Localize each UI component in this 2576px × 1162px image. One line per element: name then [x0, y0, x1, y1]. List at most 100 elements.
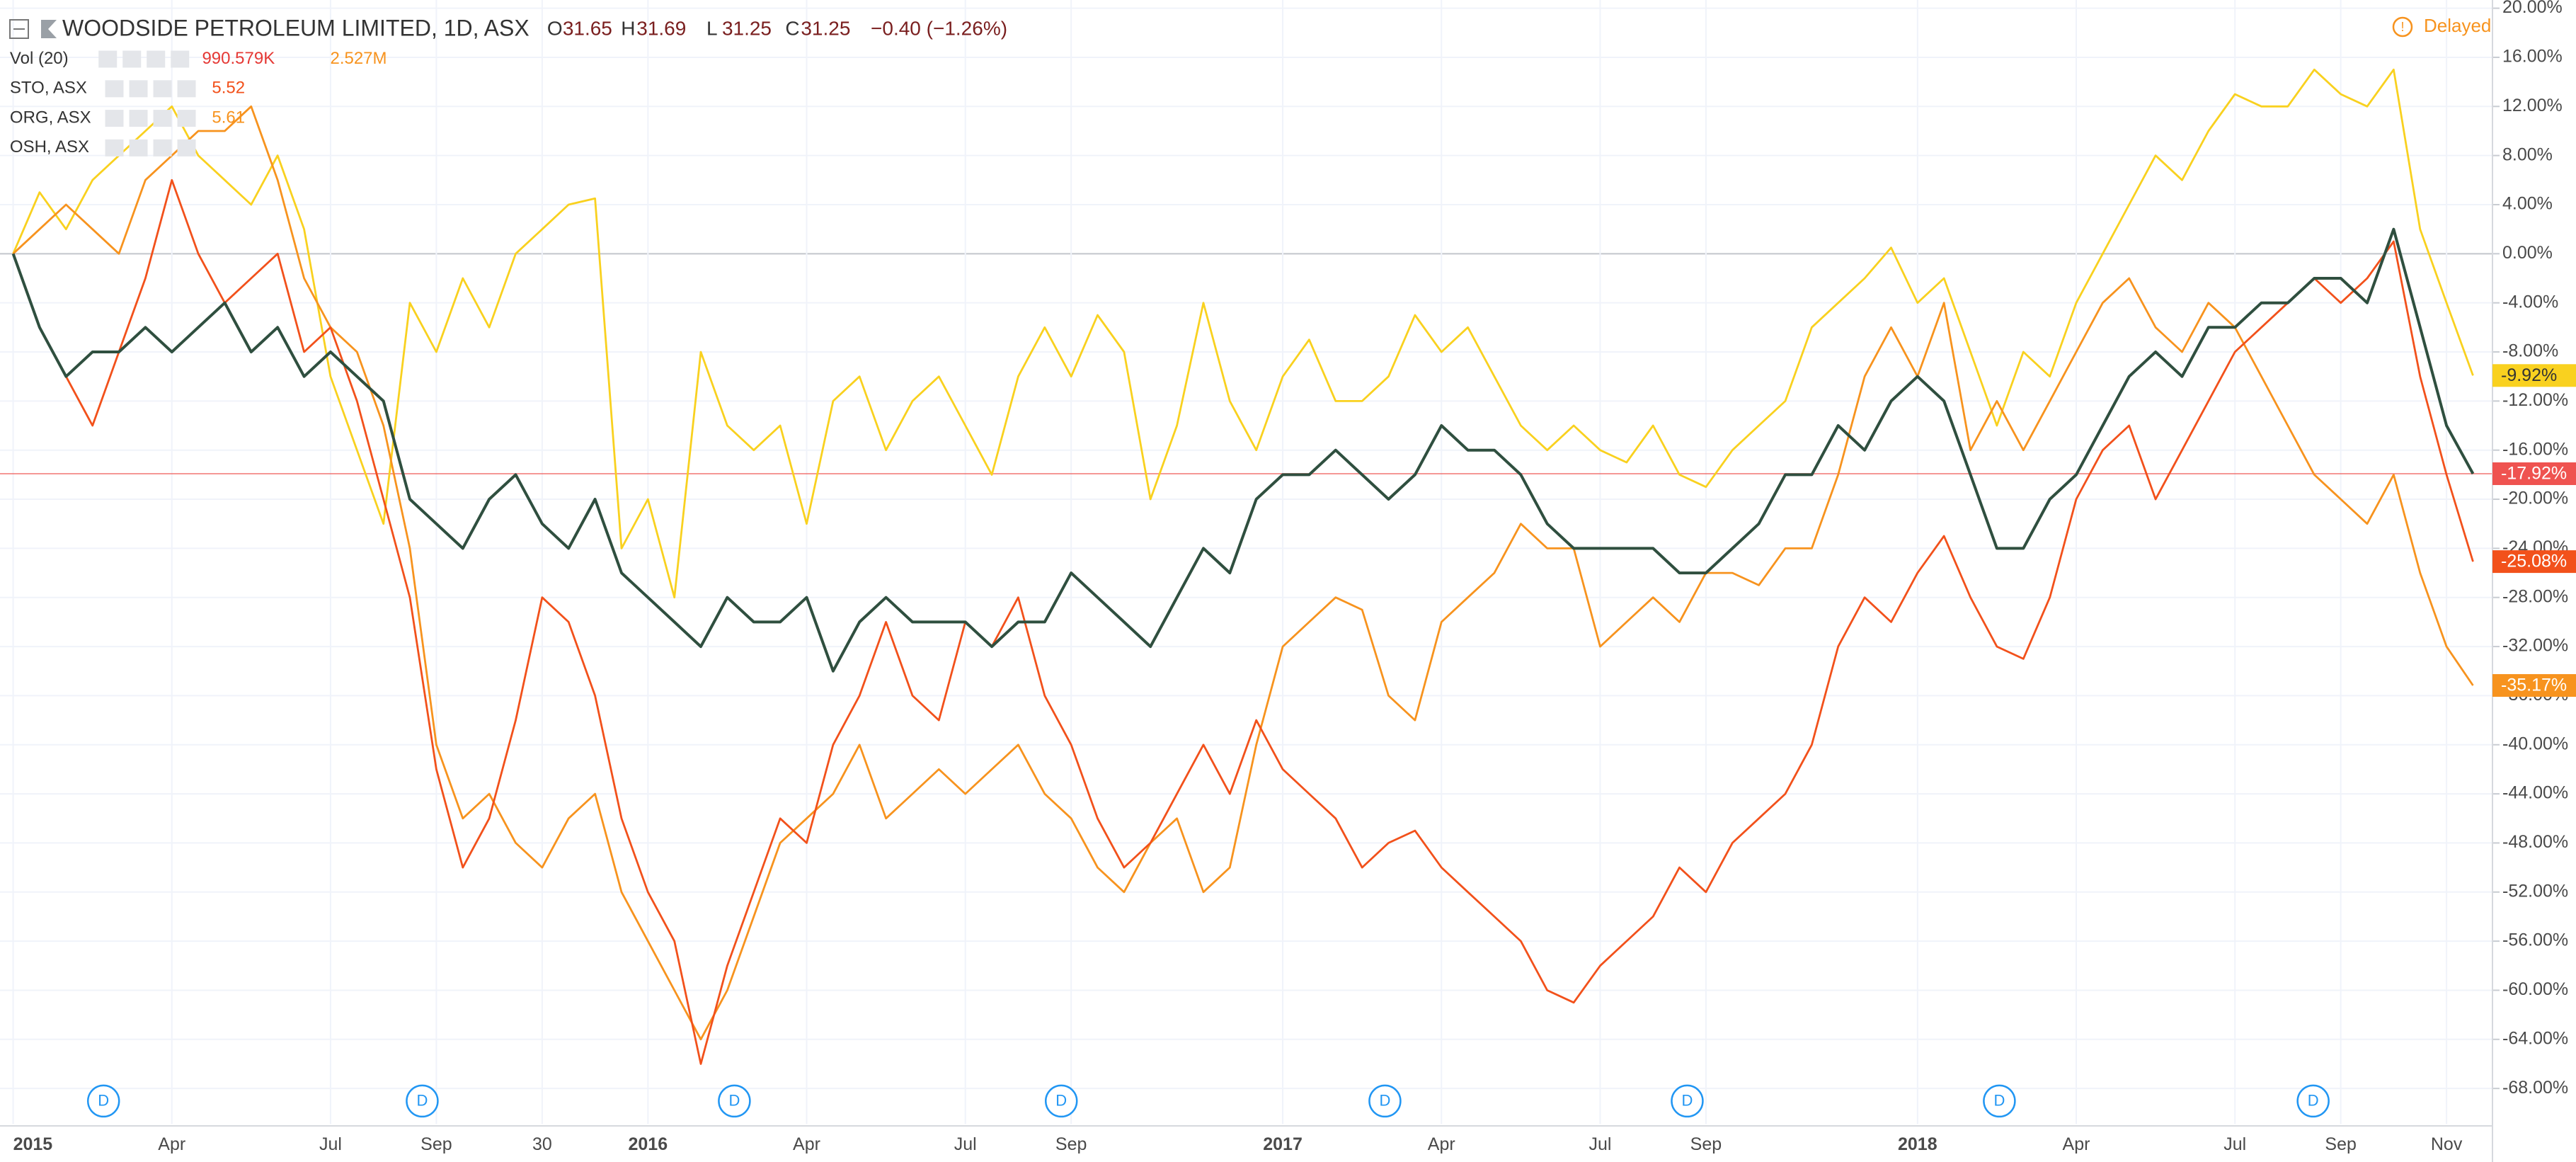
dividend-marker-label: D [416, 1092, 428, 1110]
series-line [12, 68, 2474, 599]
ohlc-key: L [706, 17, 718, 39]
grid [0, 0, 2500, 1124]
x-tick-label: 2018 [1898, 1134, 1937, 1154]
x-tick-label: Apr [1428, 1134, 1455, 1154]
x-tick-label: Jul [1588, 1134, 1611, 1154]
y-tick-label: -20.00% [2502, 489, 2568, 508]
legend-value: 5.52 [212, 79, 245, 98]
last-value-label: -9.92% [2501, 365, 2557, 385]
y-tick-label: -12.00% [2502, 390, 2568, 410]
y-tick-label: 0.00% [2502, 243, 2553, 263]
collapse-button[interactable] [9, 19, 29, 39]
legend-name: ORG, ASX [10, 108, 91, 127]
y-tick-label: -68.00% [2502, 1078, 2568, 1098]
x-tick-label: Jul [319, 1134, 342, 1154]
y-tick-label: -8.00% [2502, 341, 2558, 361]
x-tick-label: Sep [420, 1134, 452, 1154]
legend-button[interactable] [105, 80, 124, 98]
dividend-marker [2296, 1084, 2330, 1118]
y-tick-label: -56.00% [2502, 930, 2568, 950]
legend-button[interactable] [171, 50, 190, 68]
ohlc-value: 31.25 [801, 17, 850, 39]
legend-button[interactable] [153, 110, 172, 127]
flag-icon [41, 20, 57, 38]
last-value-box [2492, 550, 2576, 574]
ohlc-value: 31.65 [563, 17, 612, 39]
x-tick-label: Nov [2431, 1134, 2463, 1154]
x-tick-label: Jul [2223, 1134, 2246, 1154]
y-tick-label: -40.00% [2502, 734, 2568, 753]
y-tick-label: -16.00% [2502, 439, 2568, 459]
dividend-marker-label: D [728, 1092, 740, 1110]
x-tick-label: 30 [532, 1134, 552, 1154]
y-tick-label: 8.00% [2502, 144, 2553, 164]
legend-value: 990.579K [202, 49, 275, 68]
y-tick-label: -28.00% [2502, 586, 2568, 606]
legend-button[interactable] [105, 139, 124, 156]
legend-button[interactable] [122, 50, 142, 68]
legend-button[interactable] [147, 50, 166, 68]
delayed-icon [2392, 16, 2413, 38]
legend-button[interactable] [105, 110, 124, 127]
last-value-box [2492, 462, 2576, 485]
y-tick-label: -48.00% [2502, 832, 2568, 852]
labels: 20.00% 16.00% 12.00% 8.00% 4.00% 0.00% -4.00% -… [13, 0, 2576, 1154]
delayed-icon-mark: ! [2400, 20, 2404, 34]
y-tick-label: 20.00% [2502, 0, 2563, 17]
dividend-marker-label: D [1055, 1092, 1067, 1110]
y-tick-label: -44.00% [2502, 783, 2568, 803]
y-tick-label: -64.00% [2502, 1028, 2568, 1048]
x-tick-label: Sep [1055, 1134, 1087, 1154]
last-value-label: -35.17% [2501, 676, 2567, 695]
series-line [12, 178, 2474, 1065]
dividend-marker-label: D [1682, 1092, 1693, 1110]
legend: Vol (20) 990.579K 2.527M STO, ASX 5.52 ORG, A… [10, 49, 387, 156]
x-tick-label: Sep [2325, 1134, 2356, 1154]
legend-button[interactable] [153, 80, 172, 98]
symbol-title: WOODSIDE PETROLEUM LIMITED, 1D, ASX [62, 15, 529, 40]
last-value-box [2492, 674, 2576, 697]
legend-button[interactable] [129, 139, 148, 156]
x-tick-label: 2016 [629, 1134, 668, 1154]
legend-button[interactable] [129, 110, 148, 127]
dividend-marker [1044, 1084, 1078, 1118]
legend-value: 2.527M [330, 49, 387, 68]
dividend-marker-label: D [1379, 1092, 1390, 1110]
overlay: WOODSIDE PETROLEUM LIMITED, 1D, ASX Dela… [0, 0, 2493, 1162]
legend-value: 5.61 [212, 108, 245, 127]
x-tick-label: Sep [1690, 1134, 1722, 1154]
x-tick-label: 2015 [13, 1134, 53, 1154]
legend-button[interactable] [177, 139, 196, 156]
legend-button[interactable] [153, 139, 172, 156]
legend-name: STO, ASX [10, 79, 87, 98]
dividend-marker [718, 1084, 751, 1118]
header: O 31.65 H 31.69 L 31.25 C 31.25 −0.40 (−1.26%) [547, 17, 1007, 39]
dividend-marker [86, 1084, 120, 1118]
dividend-marker-label: D [2308, 1092, 2319, 1110]
dividend-marker [406, 1084, 439, 1118]
y-tick-label: 16.00% [2502, 47, 2563, 67]
last-value-label: -25.08% [2501, 552, 2567, 571]
series-line [12, 105, 2474, 1041]
legend-button[interactable] [177, 80, 196, 98]
legend-button[interactable] [129, 80, 148, 98]
last-value-label: -17.92% [2501, 464, 2567, 484]
delayed-status: Delayed [2424, 15, 2491, 36]
dividend-marker-label: D [1993, 1092, 2005, 1110]
y-tick-label: -32.00% [2502, 636, 2568, 656]
legend-button[interactable] [177, 110, 196, 127]
ohlc-key: C [785, 17, 799, 39]
series-line [11, 227, 2475, 673]
y-tick-label: -4.00% [2502, 292, 2558, 312]
dividend-marker-label: D [98, 1092, 109, 1110]
legend-name: Vol (20) [10, 49, 69, 68]
lines [11, 68, 2475, 1065]
y-tick-label: 4.00% [2502, 194, 2553, 214]
last-value-box [2492, 364, 2576, 387]
dividend-marker [1368, 1084, 1402, 1118]
ohlc-value: 31.69 [636, 17, 686, 39]
ohlc-value: 31.25 [722, 17, 772, 39]
legend-button[interactable] [98, 50, 118, 68]
